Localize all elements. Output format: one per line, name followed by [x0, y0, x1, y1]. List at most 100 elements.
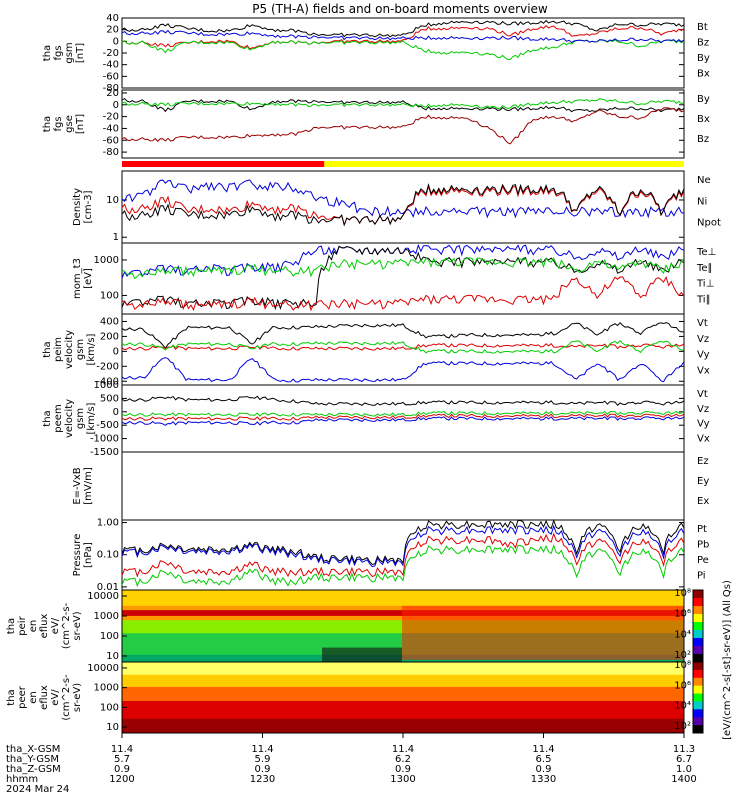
y-tick-label: 0.10 [97, 550, 119, 561]
colorbar-tick-label: 10⁶ [674, 680, 691, 691]
y-axis-label: sr-eV) [72, 683, 83, 712]
series-vy [121, 410, 685, 417]
y-axis-label: tha [42, 341, 53, 357]
y-axis-label: [nT] [75, 114, 86, 134]
legend-item-by: By [697, 53, 710, 64]
panel-velocity_peim: 400 200 0 -200 -400 tha peim velocity gsm [km/s] V… [42, 313, 710, 387]
y-tick-label: 200 [100, 331, 119, 342]
ephemeris-value: 0.9 [395, 764, 411, 775]
legend-item-vt: Vt [697, 389, 708, 400]
series-bz [121, 25, 685, 50]
colorbar-step [693, 654, 703, 663]
y-axis-label: mom_t3 [72, 258, 83, 299]
legend-item-by: By [697, 94, 710, 105]
y-axis-label: Pressure [72, 534, 83, 577]
colorbar-label: [eV/(cm^2-s[-st]-sr-eV)] (All Qs) [722, 580, 733, 740]
ephemeris-value: 11.3 [673, 744, 695, 755]
series-tiperp [121, 257, 685, 280]
panel-elec_spec: 10000 1000 100 10 tha peer en eflux eV/(cm^2-s-s… [6, 660, 704, 734]
y-axis-label: peir [17, 615, 28, 635]
y-axis-label: [nT] [75, 43, 86, 63]
y-tick-label: 1.00 [97, 518, 119, 529]
y-axis-label: tha [42, 45, 53, 61]
ephemeris-value: 1.0 [676, 764, 692, 775]
y-axis-label: en [28, 691, 39, 704]
series-bx [121, 98, 685, 113]
y-tick-label: 1000 [94, 380, 119, 391]
panel-density: 10 1 Density [cm-3] Ne Ni Npot [72, 170, 721, 244]
y-axis-label: gsm [75, 408, 86, 429]
legend-item-vz: Vz [697, 404, 709, 415]
y-tick-label: -200 [96, 361, 119, 372]
y-axis-label: E=-VxB [72, 467, 83, 504]
y-tick-label: -400 [96, 376, 119, 387]
y-axis-label: gse [64, 115, 75, 133]
series-vy [121, 339, 685, 354]
colorbar-tick-label: 10⁶ [674, 609, 691, 620]
series-vx [121, 357, 685, 383]
colorbar-step [693, 685, 703, 695]
chart-title: P5 (TH-A) fields and on-board moments ov… [252, 2, 548, 16]
series-pi [121, 524, 685, 568]
legend-item-te∥: Te∥ [696, 263, 713, 274]
legend-item-bx: Bx [697, 114, 710, 125]
legend-item-bz: Bz [697, 38, 709, 49]
legend-item-ez: Ez [697, 456, 709, 467]
colorbar-step [693, 701, 703, 710]
ephemeris-value: 1230 [250, 774, 275, 785]
mode-segment [122, 161, 325, 167]
legend-item-npot: Npot [697, 218, 721, 229]
y-tick-label: -20 [103, 48, 119, 59]
y-axis-label: [eV] [83, 268, 94, 289]
y-axis-label: gsm [75, 339, 86, 360]
y-axis-label: fgs [53, 45, 64, 60]
legend-item-ne: Ne [697, 175, 711, 186]
series-pt [121, 518, 685, 566]
y-tick-label: -60 [103, 135, 119, 146]
y-tick-label: 100 [100, 702, 119, 713]
colorbar-step [693, 725, 703, 734]
legend-item-ey: Ey [697, 476, 709, 487]
y-axis-label: [km/s] [86, 402, 97, 434]
series-by [121, 98, 685, 110]
legend-item-ti∥: Ti∥ [696, 294, 711, 305]
panel-mode_bar [122, 161, 684, 167]
panel-pressure: 1.00 0.10 0.01 Pressure [nPa] Pt Pb Pe Pi [72, 518, 709, 593]
spectrogram-band [402, 605, 684, 660]
colorbar-step [693, 614, 703, 623]
series-ni [121, 182, 685, 227]
y-axis-label: peer [17, 685, 28, 709]
y-tick-label: -40 [103, 123, 119, 134]
panel-frame [121, 451, 685, 521]
y-axis-label: tha [42, 116, 53, 132]
panel-temperature: 1000 100 mom_t3 [eV] Te⊥ Te∥ Ti⊥ Ti∥ [72, 242, 716, 315]
series-vt [121, 321, 685, 350]
y-axis-label: gsm [64, 42, 75, 63]
legend-item-pb: Pb [697, 540, 709, 551]
ephemeris-value: 6.2 [395, 754, 411, 765]
x-axis-labels: 11.45.70.9120011.45.90.9123011.46.20.913… [6, 580, 733, 795]
y-axis-label: (cm^2-s- [61, 674, 72, 721]
y-tick-label: 10000 [87, 663, 119, 674]
series-bt [121, 19, 685, 38]
series-vz [121, 342, 685, 351]
legend-item-vx: Vx [697, 433, 710, 444]
y-axis-label: fgs [53, 116, 64, 131]
y-tick-label: 10 [106, 651, 119, 662]
y-tick-label: 0.01 [97, 582, 119, 593]
spectrogram-band [122, 662, 684, 676]
ephemeris-value: 11.4 [392, 744, 414, 755]
colorbar-tick-label: 10⁴ [674, 629, 691, 640]
ephemeris-value: 0.9 [255, 764, 271, 775]
legend-item-ex: Ex [697, 496, 709, 507]
legend-item-pe: Pe [697, 555, 709, 566]
colorbar-step [693, 662, 703, 671]
ephemeris-value: 5.7 [114, 754, 130, 765]
panel-ion_spec: 10000 1000 100 10 tha peir en eflux eV/(cm^2-s-s… [6, 588, 704, 663]
ephemeris-label: tha_Z-GSM [6, 764, 61, 775]
ephemeris-value: 11.4 [251, 744, 273, 755]
series-by [121, 39, 685, 61]
y-axis-label: [mV/m] [83, 467, 94, 505]
